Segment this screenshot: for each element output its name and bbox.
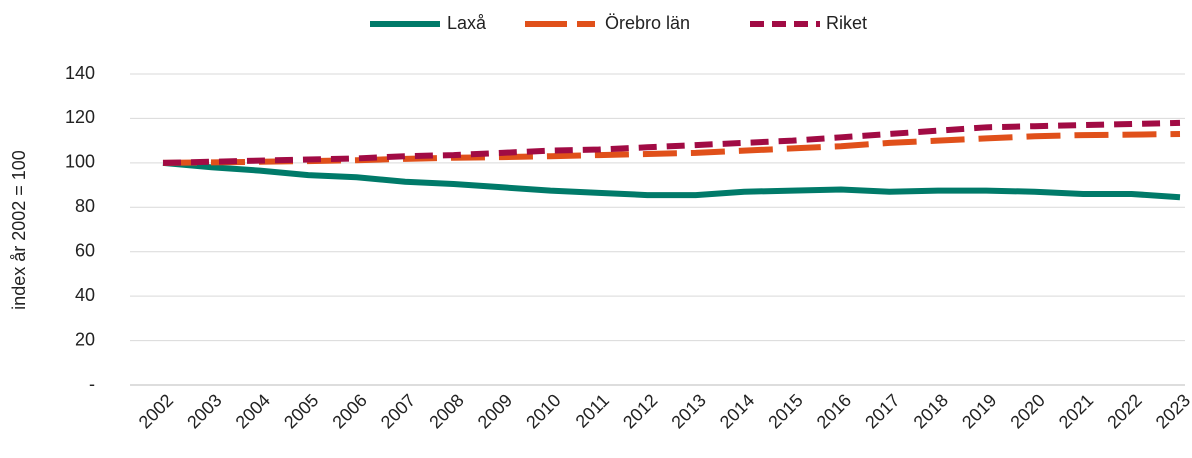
legend-label: Laxå <box>447 13 487 33</box>
x-tick-label: 2010 <box>522 390 564 432</box>
x-tick-label: 2002 <box>135 390 177 432</box>
x-tick-label: 2022 <box>1103 390 1145 432</box>
x-tick-label: 2018 <box>910 390 952 432</box>
x-tick-label: 2014 <box>716 390 758 432</box>
x-tick-label: 2007 <box>377 390 419 432</box>
y-tick-label: 140 <box>65 63 95 83</box>
x-tick-label: 2008 <box>425 390 467 432</box>
y-tick-label: 120 <box>65 107 95 127</box>
x-tick-label: 2011 <box>572 390 614 432</box>
y-axis-label: index år 2002 = 100 <box>9 150 29 310</box>
x-tick-label: 2021 <box>1055 390 1097 432</box>
y-tick-label: 60 <box>75 240 95 260</box>
x-tick-label: 2019 <box>958 390 1000 432</box>
x-tick-label: 2016 <box>813 390 855 432</box>
y-tick-label: 100 <box>65 152 95 172</box>
x-tick-label: 2015 <box>764 390 806 432</box>
x-tick-label: 2020 <box>1006 390 1048 432</box>
x-tick-label: 2009 <box>474 390 516 432</box>
x-tick-label: 2003 <box>183 390 225 432</box>
x-tick-label: 2005 <box>280 390 322 432</box>
y-tick-label: - <box>89 374 95 394</box>
legend-label: Örebro län <box>605 13 690 33</box>
x-tick-label: 2006 <box>328 390 370 432</box>
x-tick-label: 2023 <box>1152 390 1192 432</box>
x-tick-label: 2012 <box>619 390 661 432</box>
legend-label: Riket <box>826 13 867 33</box>
y-tick-label: 40 <box>75 285 95 305</box>
x-tick-label: 2013 <box>667 390 709 432</box>
series-line <box>162 119 1181 166</box>
x-tick-label: 2004 <box>232 390 274 432</box>
x-tick-label: 2017 <box>861 390 903 432</box>
y-tick-label: 80 <box>75 196 95 216</box>
series-line <box>162 159 1181 201</box>
y-tick-label: 20 <box>75 329 95 349</box>
